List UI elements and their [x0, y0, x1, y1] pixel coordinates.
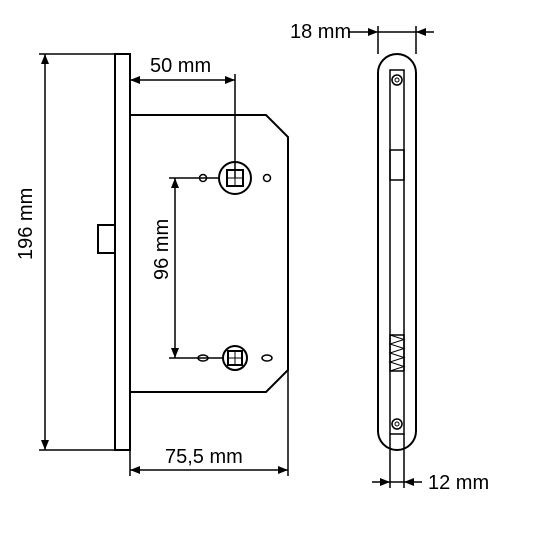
- dimension-label: 12 mm: [428, 472, 489, 494]
- lock-diagram: 196 mm 50 mm 96 mm 75,5 mm 18 mm 12 mm: [0, 0, 551, 551]
- screw-hole: [392, 75, 402, 85]
- screw-hole: [392, 419, 402, 429]
- dimension-label: 18 mm: [290, 21, 351, 43]
- latch-bolt: [98, 225, 115, 253]
- dimension-label: 50 mm: [150, 55, 211, 77]
- dimension-label: 196 mm: [15, 188, 37, 260]
- forend-plate: [115, 54, 130, 450]
- face-plate: [378, 54, 416, 450]
- dimension-label: 96 mm: [151, 219, 173, 280]
- dimension-label: 75,5 mm: [165, 446, 243, 468]
